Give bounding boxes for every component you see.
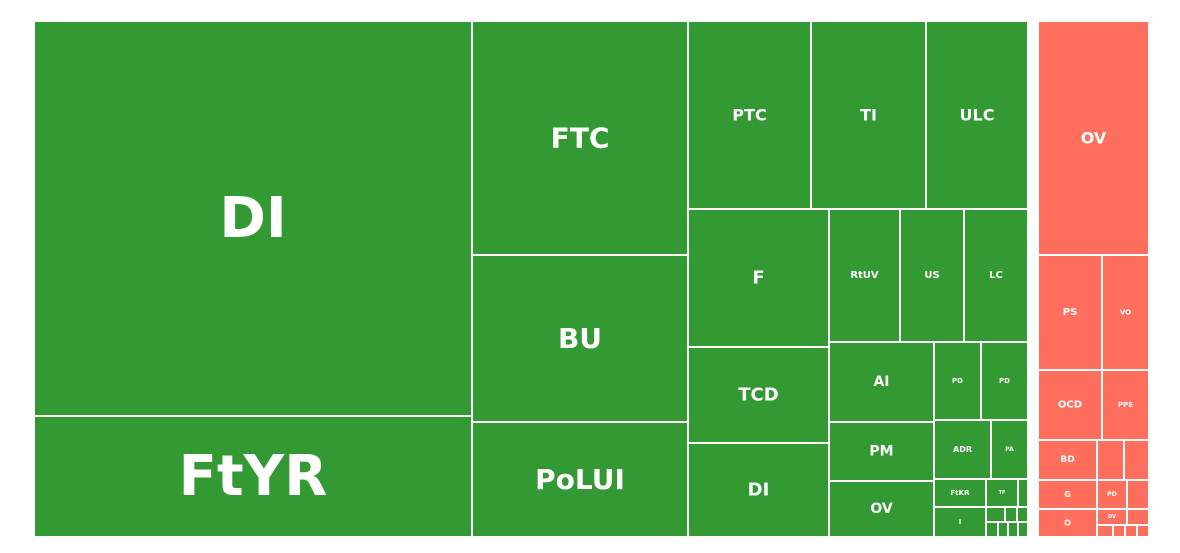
treemap-cell <box>935 480 985 506</box>
treemap-cell-label: F <box>752 268 764 289</box>
treemap-cell <box>1019 523 1027 536</box>
treemap-cell-label: PTC <box>732 106 766 125</box>
treemap-cell <box>1098 510 1126 524</box>
treemap-cell-label: PD <box>1107 491 1116 498</box>
treemap-cell-label: RtUV <box>850 270 879 281</box>
treemap-cell-label: TI <box>860 106 877 125</box>
treemap-cell <box>1039 22 1148 254</box>
treemap-cell <box>1019 480 1027 506</box>
treemap-cell <box>1039 256 1101 369</box>
treemap-cell <box>689 210 828 346</box>
treemap-cell <box>1006 508 1016 521</box>
treemap-cell <box>987 523 997 536</box>
treemap-cell <box>1128 510 1148 524</box>
treemap-cell-label: I <box>959 518 962 526</box>
treemap-cell <box>1039 481 1096 508</box>
treemap-cell <box>901 210 963 341</box>
treemap-cell <box>1098 481 1126 508</box>
treemap-cell <box>935 421 990 478</box>
treemap-cell-label: PoLUI <box>535 463 625 496</box>
treemap-cell-label: AI <box>873 374 889 390</box>
treemap-cell <box>935 343 980 419</box>
treemap-cell <box>1103 256 1148 369</box>
treemap-cell <box>689 444 828 536</box>
treemap-cell-label: OV <box>870 501 893 517</box>
treemap-cell-label: TCD <box>738 385 778 406</box>
treemap-cell-label: BD <box>1060 455 1074 465</box>
treemap-cell-label: PS <box>1063 307 1078 318</box>
treemap-cell <box>473 22 687 254</box>
treemap-cell-label: PD <box>999 377 1010 385</box>
treemap-cell-label: G <box>1064 490 1071 499</box>
treemap-cell <box>1125 441 1148 479</box>
treemap-cell <box>1098 441 1123 479</box>
treemap-cell-label: US <box>924 270 939 281</box>
treemap-cell <box>812 22 925 208</box>
treemap-cell-label: ADR <box>953 445 972 454</box>
treemap-cell <box>830 423 933 480</box>
treemap-cell-label: DI <box>748 480 770 501</box>
treemap-cell-label: OCD <box>1058 400 1082 411</box>
treemap-cell-label: PA <box>1005 446 1014 453</box>
treemap-cell <box>992 421 1027 478</box>
treemap-cell <box>1039 441 1096 479</box>
treemap-cell-label: VO <box>1120 309 1131 317</box>
treemap-cell <box>982 343 1027 419</box>
treemap-cell-label: OV <box>1081 129 1107 148</box>
treemap-cell <box>1039 371 1101 439</box>
treemap-cell <box>830 482 933 536</box>
treemap-cell-label: DI <box>219 186 286 251</box>
treemap-cell <box>1126 526 1136 536</box>
treemap-cell <box>999 523 1007 536</box>
treemap-cell <box>1009 523 1017 536</box>
treemap-cell <box>1138 526 1148 536</box>
treemap-cell <box>689 348 828 442</box>
treemap-cell <box>1098 526 1112 536</box>
treemap-cell-label: BU <box>558 322 602 355</box>
treemap-cell <box>35 417 471 536</box>
treemap-cell <box>473 423 687 536</box>
treemap-cell <box>1114 526 1124 536</box>
treemap-cell <box>1039 510 1096 536</box>
treemap-cell-label: DV <box>1108 514 1116 520</box>
treemap-cell <box>1128 481 1148 508</box>
treemap-cell <box>987 508 1004 521</box>
treemap-cell <box>689 22 810 208</box>
treemap-cell <box>830 210 899 341</box>
treemap-cell <box>473 256 687 421</box>
treemap-cell <box>1018 508 1027 521</box>
treemap-cell-label: LC <box>989 270 1003 281</box>
treemap-cell <box>987 480 1017 506</box>
treemap-cell-label: FtKR <box>951 489 971 497</box>
treemap-cell-label: FTC <box>551 122 610 155</box>
treemap-cell <box>35 22 471 415</box>
treemap-cell-label: TF <box>999 490 1006 496</box>
treemap-cell <box>935 508 985 536</box>
treemap-cell-label: FtYR <box>179 444 328 509</box>
treemap-cell-label: ULC <box>960 106 995 125</box>
treemap-cell <box>965 210 1027 341</box>
treemap-cell <box>830 343 933 421</box>
treemap-cell <box>927 22 1027 208</box>
treemap-cell-label: O <box>1064 519 1071 528</box>
treemap-cell-label: PPE <box>1118 401 1133 409</box>
treemap-cell-label: PD <box>952 377 963 385</box>
treemap-cell-label: PM <box>869 444 893 460</box>
treemap-cell <box>1103 371 1148 439</box>
